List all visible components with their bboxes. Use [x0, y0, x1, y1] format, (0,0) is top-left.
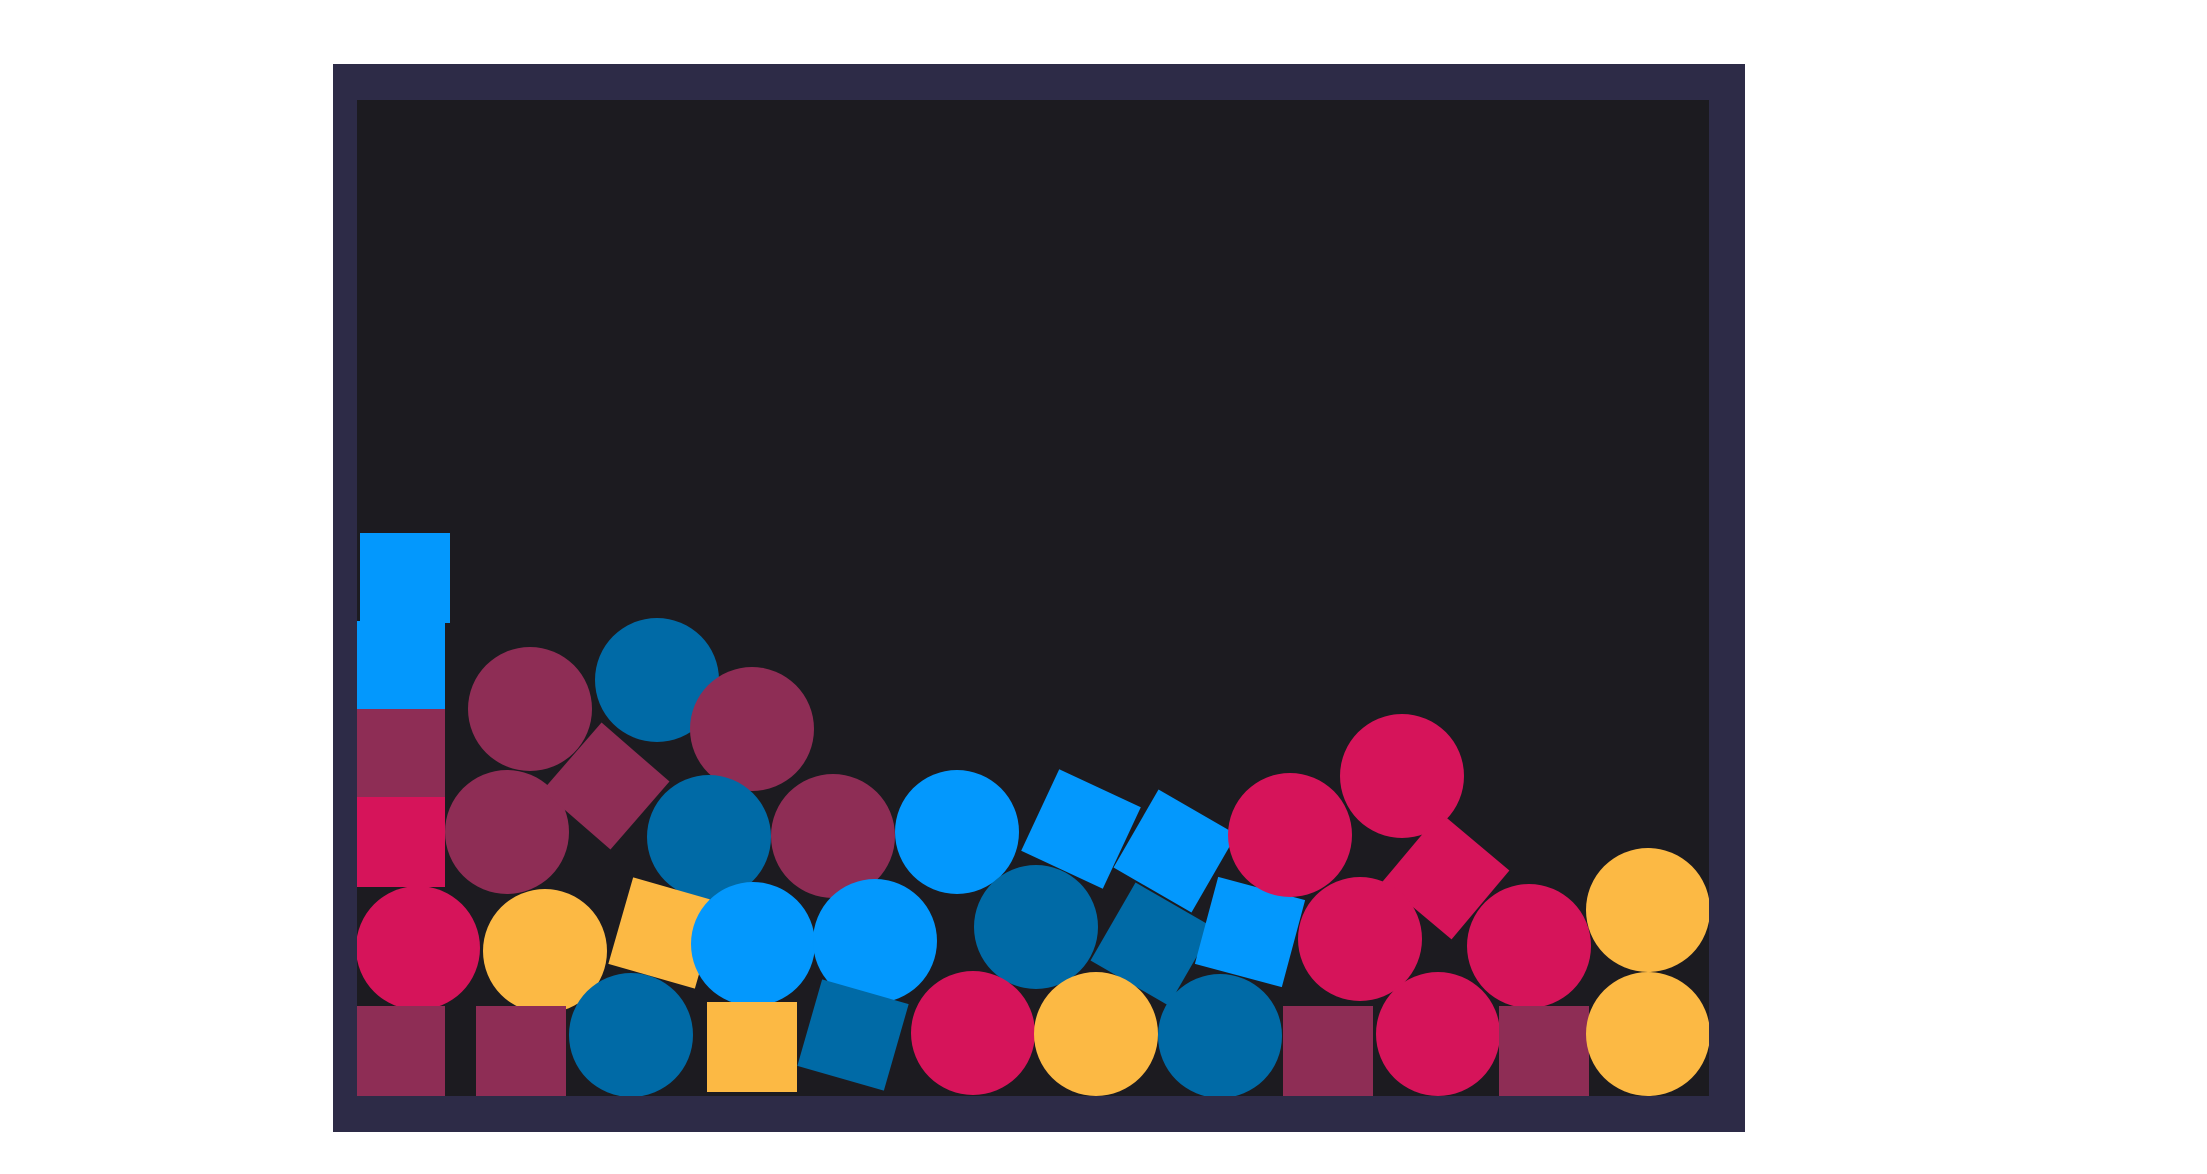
amber-square-piece[interactable]: [707, 1002, 797, 1092]
crimson-circle-piece[interactable]: [357, 886, 480, 1010]
maroon-square-piece[interactable]: [1283, 1006, 1373, 1096]
crimson-circle-piece[interactable]: [1467, 884, 1591, 1008]
ocean-blue-circle-piece[interactable]: [647, 775, 771, 899]
ocean-blue-circle-piece[interactable]: [974, 865, 1098, 989]
maroon-circle-piece[interactable]: [690, 667, 814, 791]
crimson-circle-piece[interactable]: [911, 971, 1035, 1095]
sky-blue-square-piece[interactable]: [357, 621, 445, 711]
amber-circle-piece[interactable]: [1034, 972, 1158, 1096]
crimson-square-piece[interactable]: [357, 797, 445, 887]
maroon-circle-piece[interactable]: [468, 647, 592, 771]
playfield[interactable]: [357, 100, 1709, 1096]
crimson-circle-piece[interactable]: [1376, 972, 1500, 1096]
sky-blue-circle-piece[interactable]: [895, 770, 1019, 894]
crimson-circle-piece[interactable]: [1298, 877, 1422, 1001]
crimson-circle-piece[interactable]: [1228, 773, 1352, 897]
sky-blue-circle-piece[interactable]: [691, 882, 815, 1006]
maroon-square-piece[interactable]: [1499, 1006, 1589, 1096]
ocean-blue-circle-piece[interactable]: [569, 973, 693, 1096]
amber-circle-piece[interactable]: [1586, 972, 1709, 1096]
maroon-square-piece[interactable]: [476, 1006, 566, 1096]
maroon-square-piece[interactable]: [357, 1006, 445, 1096]
sky-blue-square-piece[interactable]: [360, 533, 450, 623]
amber-circle-piece[interactable]: [1586, 848, 1709, 972]
maroon-square-piece[interactable]: [357, 709, 445, 799]
maroon-circle-piece[interactable]: [771, 774, 895, 898]
game-frame: [333, 64, 1745, 1132]
ocean-blue-circle-piece[interactable]: [1158, 974, 1282, 1096]
